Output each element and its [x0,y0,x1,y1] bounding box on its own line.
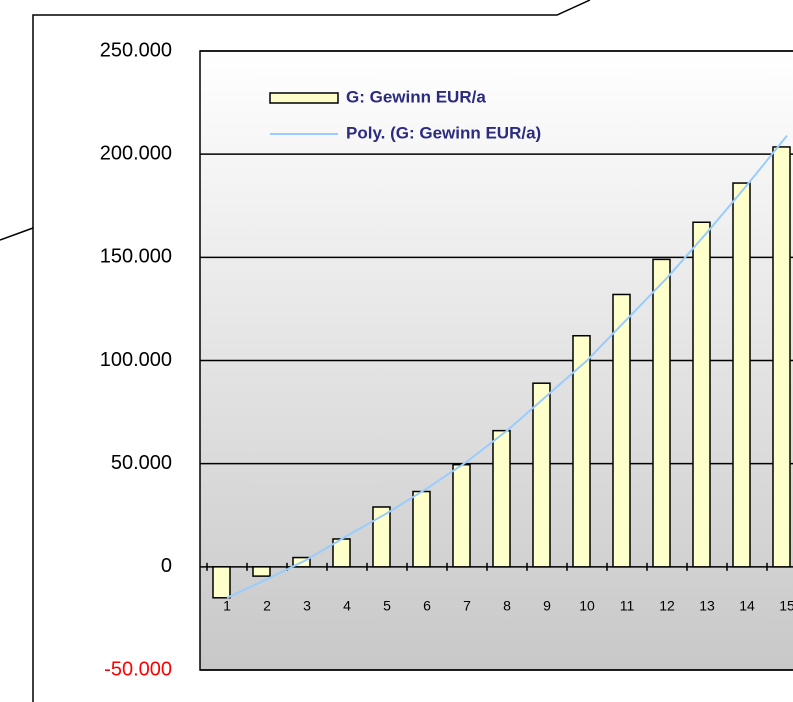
frame-left [0,226,34,702]
bar [732,182,751,568]
y-tick-label: -50.000 [104,658,172,680]
legend-swatch [269,92,339,104]
bar [532,382,551,568]
x-tick-label: 5 [383,598,391,614]
x-tick-label: 2 [263,598,271,614]
x-tick-label: 13 [699,598,715,614]
legend-label: G: Gewinn EUR/a [346,87,486,106]
x-tick-label: 4 [343,598,351,614]
trend-line [226,134,788,599]
bar [692,221,711,568]
bar [652,258,671,568]
bar [572,334,591,568]
x-tick-label: 10 [579,598,595,614]
y-tick-label: 150.000 [100,246,172,268]
bar [212,566,231,599]
frame-top [32,0,591,228]
bar [372,506,391,568]
bar [252,566,271,577]
legend-label: Poly. (G: Gewinn EUR/a) [346,123,541,142]
y-tick-label: 0 [161,555,172,577]
bar [452,463,471,568]
y-tick-label: 200.000 [100,142,172,164]
x-tick-label: 6 [423,598,431,614]
bar [492,429,511,568]
bar [412,490,431,568]
x-tick-label: 11 [620,598,635,614]
x-tick-label: 7 [463,598,471,614]
x-tick-label: 15 [779,598,793,614]
bar [612,293,631,568]
bar [772,146,791,568]
y-tick-label: 50.000 [111,452,172,474]
x-tick-label: 9 [543,598,551,614]
x-tick-label: 8 [503,598,511,614]
x-tick-label: 1 [223,598,231,614]
x-tick-label: 3 [303,598,311,614]
y-tick-label: 250.000 [100,39,172,61]
y-tick-label: 100.000 [100,349,172,371]
x-tick-label: 14 [739,598,755,614]
x-tick-label: 12 [659,598,675,614]
